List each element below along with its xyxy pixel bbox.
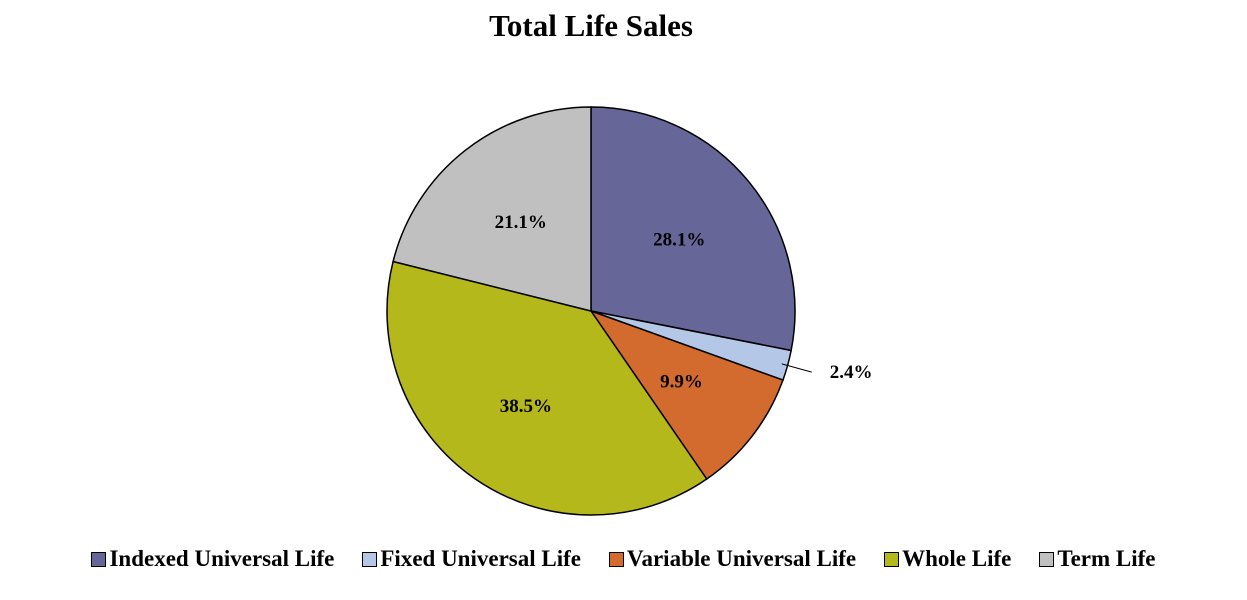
legend-item: Term Life	[1039, 546, 1156, 572]
legend-label: Fixed Universal Life	[380, 546, 581, 571]
legend-item: Fixed Universal Life	[362, 546, 581, 572]
slice-label: 28.1%	[653, 229, 705, 250]
legend-label: Variable Universal Life	[626, 546, 857, 571]
legend-item: Variable Universal Life	[608, 546, 857, 572]
pie-slice-variable-universal-life	[589, 309, 784, 481]
slice-label: 2.4%	[830, 362, 873, 383]
legend-item: Indexed Universal Life	[91, 546, 334, 572]
pie-slice-whole-life	[386, 260, 708, 516]
legend-swatch	[608, 551, 624, 567]
legend-swatch	[884, 551, 900, 567]
legend-label: Whole Life	[902, 546, 1012, 571]
legend: Indexed Universal Life Fixed Universal Li…	[0, 546, 1247, 572]
pie-chart: 28.1% 2.4% 9.9% 38.5% 21.1%	[386, 106, 873, 516]
slice-label: 38.5%	[500, 396, 552, 417]
legend-swatch	[91, 551, 107, 567]
slice-label: 21.1%	[495, 212, 547, 233]
slice-label: 9.9%	[660, 372, 703, 393]
chart-title: Total Life Sales	[489, 8, 693, 43]
legend-label: Term Life	[1057, 546, 1156, 571]
legend-swatch	[1039, 551, 1055, 567]
leader-line	[781, 363, 812, 373]
pie-slice-indexed-universal-life	[590, 106, 796, 352]
pie-slice-term-life	[392, 106, 592, 312]
legend-label: Indexed Universal Life	[109, 546, 335, 571]
legend-swatch	[362, 551, 378, 567]
legend-item: Whole Life	[884, 546, 1011, 572]
